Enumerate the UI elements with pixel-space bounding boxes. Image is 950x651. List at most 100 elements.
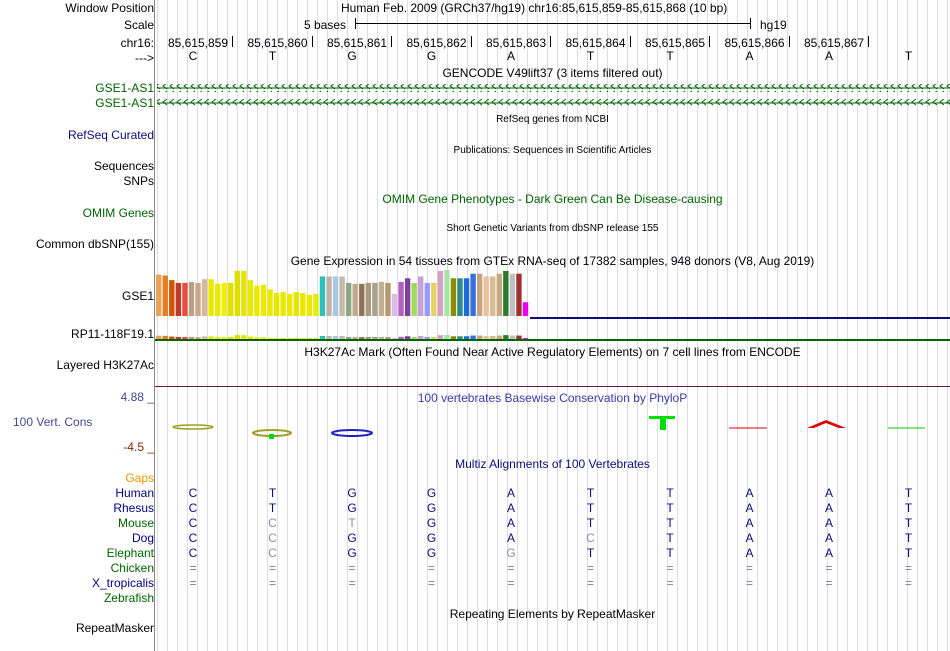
gtex-rp11-tissue-bar[interactable]: [195, 336, 201, 339]
refseq-track-label[interactable]: RefSeq Curated: [67, 128, 154, 142]
gtex-rp11-tissue-bar[interactable]: [293, 338, 299, 339]
chrom-label[interactable]: chr16:: [120, 36, 154, 50]
gtex-rp11-tissue-bar[interactable]: [490, 335, 496, 339]
gtex-tissue-bar[interactable]: [169, 280, 175, 316]
window-position-label[interactable]: Window Position: [65, 1, 154, 15]
multiz-species-label[interactable]: Human: [115, 486, 154, 500]
multiz-species-label[interactable]: Dog: [131, 531, 154, 545]
gtex-tissue-bar[interactable]: [273, 293, 280, 316]
dbsnp-track-label[interactable]: Common dbSNP(155): [35, 237, 154, 251]
h3k27ac-track-label[interactable]: Layered H3K27Ac: [56, 358, 154, 372]
gtex-rp11-tissue-bar[interactable]: [319, 335, 326, 339]
gtex-rp11-tissue-bar[interactable]: [378, 336, 385, 339]
gtex-tissue-bar[interactable]: [457, 278, 463, 316]
gtex-tissue-bar[interactable]: [247, 280, 254, 316]
gtex-rp11-tissue-bar[interactable]: [398, 336, 404, 339]
gtex-rp11-tissue-bar[interactable]: [234, 335, 240, 339]
gtex-tissue-bar[interactable]: [241, 270, 247, 316]
gtex-rp11-tissue-bar[interactable]: [470, 335, 476, 339]
publications-snps-label[interactable]: SNPs: [123, 174, 154, 188]
repeatmasker-track-title[interactable]: Repeating Elements by RepeatMasker: [449, 607, 656, 621]
browser-image-area[interactable]: [155, 0, 950, 651]
gtex-rp11-tissue-bar[interactable]: [156, 335, 162, 339]
gtex-tissue-bar[interactable]: [411, 282, 417, 316]
gtex-rp11-tissue-bar[interactable]: [273, 338, 280, 339]
gtex-rp11-tissue-bar[interactable]: [372, 336, 378, 339]
repeatmasker-track-label[interactable]: RepeatMasker: [75, 621, 154, 635]
gtex-rp11-tissue-bar[interactable]: [241, 335, 247, 339]
gtex-tissue-bar[interactable]: [391, 293, 398, 316]
gtex-rp11-tissue-bar[interactable]: [516, 335, 522, 339]
gtex-rp11-tissue-bar[interactable]: [175, 336, 182, 339]
gtex-tissue-bar[interactable]: [359, 283, 365, 316]
gtex-rp11-tissue-bar[interactable]: [503, 335, 509, 339]
gtex-tissue-bar[interactable]: [385, 282, 391, 316]
gtex-tissue-bar[interactable]: [221, 282, 227, 316]
gtex-rp11-tissue-bar[interactable]: [450, 336, 457, 339]
gtex-rp11-tissue-bar[interactable]: [214, 337, 221, 339]
gtex-tissue-bar[interactable]: [287, 293, 293, 316]
gtex-tissue-bar[interactable]: [280, 292, 286, 316]
gtex-rp11-tissue-bar[interactable]: [418, 335, 424, 339]
strand-arrow-label[interactable]: --->: [135, 51, 154, 65]
gtex-rp11-tissue-bar[interactable]: [457, 336, 463, 339]
gtex-tissue-bar[interactable]: [293, 292, 299, 316]
multiz-species-label[interactable]: Elephant: [106, 546, 154, 560]
gtex-rp11-tissue-bar[interactable]: [254, 337, 260, 339]
gtex-tissue-bar[interactable]: [260, 284, 267, 316]
gaps-track-label[interactable]: Gaps: [125, 471, 154, 485]
gtex-rp11-tissue-bar[interactable]: [306, 338, 313, 339]
dbsnp-track-title[interactable]: Short Genetic Variants from dbSNP releas…: [446, 223, 659, 234]
gtex-rp11-tissue-bar[interactable]: [188, 336, 195, 339]
gtex-tissue-bar[interactable]: [483, 276, 489, 316]
gtex-tissue-bar[interactable]: [490, 276, 496, 316]
gtex-tissue-bar[interactable]: [188, 281, 195, 316]
gtex-tissue-bar[interactable]: [254, 285, 260, 316]
gtex-rp11-tissue-bar[interactable]: [391, 338, 398, 339]
gtex-tissue-bar[interactable]: [444, 270, 450, 316]
gtex-tissue-bar[interactable]: [332, 276, 339, 316]
gtex-rp11-tissue-bar[interactable]: [359, 337, 365, 339]
gtex-rp11-tissue-bar[interactable]: [345, 336, 352, 339]
gtex-rp11-tissue-bar[interactable]: [483, 335, 489, 339]
gtex-tissue-bar[interactable]: [365, 282, 371, 316]
gtex-tissue-bar[interactable]: [319, 276, 326, 316]
multiz-species-label[interactable]: Chicken: [110, 561, 154, 575]
gtex-rp11-tissue-bar[interactable]: [332, 335, 339, 339]
gtex-tissue-bar[interactable]: [431, 282, 437, 316]
gtex-tissue-bar[interactable]: [228, 282, 234, 316]
gtex-tissue-bar[interactable]: [306, 294, 313, 316]
gtex-tissue-bar[interactable]: [516, 273, 522, 316]
gtex-rp11-tissue-bar[interactable]: [162, 335, 168, 339]
gtex-tissue-bar[interactable]: [326, 276, 332, 316]
gtex-tissue-bar[interactable]: [476, 273, 483, 316]
multiz-species-label[interactable]: X_tropicalis: [91, 576, 154, 590]
gtex-tissue-bar[interactable]: [509, 273, 516, 316]
gtex-tissue-bar[interactable]: [175, 282, 182, 316]
gtex-rp11-tissue-bar[interactable]: [287, 338, 293, 339]
gtex-rp11-tissue-bar[interactable]: [522, 338, 529, 339]
publications-sequences-label[interactable]: Sequences: [93, 159, 154, 173]
gtex-tissue-bar[interactable]: [300, 293, 306, 316]
gtex-rp11-tissue-bar[interactable]: [260, 337, 267, 339]
gtex-tissue-bar[interactable]: [214, 283, 221, 316]
scale-label[interactable]: Scale: [123, 18, 154, 32]
omim-track-label[interactable]: OMIM Genes: [82, 206, 154, 220]
h3k27ac-track-title[interactable]: H3K27Ac Mark (Often Found Near Active Re…: [304, 345, 801, 359]
gtex-rp11-tissue-bar[interactable]: [385, 336, 391, 339]
gtex-rp11-tissue-bar[interactable]: [313, 338, 319, 339]
gtex-tissue-bar[interactable]: [201, 279, 208, 316]
multiz-species-label[interactable]: Zebrafish: [103, 591, 154, 605]
gtex-expression-chart[interactable]: [155, 268, 950, 344]
gtex-rp11-tissue-bar[interactable]: [300, 338, 306, 339]
gtex-gene-label-rp11[interactable]: RP11-118F19.1: [71, 327, 154, 341]
gtex-track-title[interactable]: Gene Expression in 54 tissues from GTEx …: [290, 254, 815, 268]
phylop-track-title[interactable]: 100 vertebrates Basewise Conservation by…: [417, 391, 688, 405]
refseq-track-title[interactable]: RefSeq genes from NCBI: [496, 114, 609, 125]
gtex-rp11-tissue-bar[interactable]: [339, 335, 345, 339]
gtex-tissue-bar[interactable]: [470, 273, 476, 316]
gtex-tissue-bar[interactable]: [352, 283, 358, 316]
gtex-tissue-bar[interactable]: [496, 273, 502, 316]
gtex-tissue-bar[interactable]: [522, 302, 529, 316]
gtex-rp11-tissue-bar[interactable]: [365, 336, 371, 339]
